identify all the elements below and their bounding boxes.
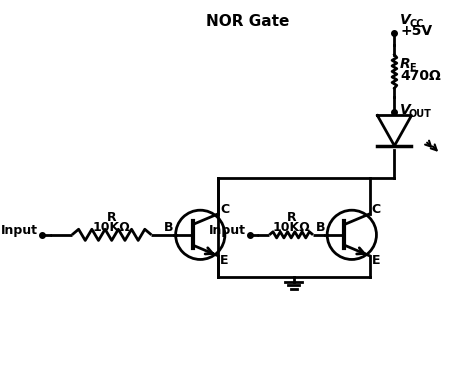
Text: 10KΩ: 10KΩ — [93, 221, 130, 234]
Text: B: B — [164, 221, 174, 234]
Text: 470Ω: 470Ω — [400, 69, 441, 83]
Text: 10KΩ: 10KΩ — [273, 221, 310, 234]
Text: NOR Gate: NOR Gate — [206, 14, 289, 29]
Text: R: R — [107, 211, 117, 224]
Text: E: E — [372, 254, 380, 267]
Text: R: R — [400, 57, 411, 71]
Text: Input: Input — [1, 223, 38, 237]
Text: E: E — [409, 63, 415, 73]
Text: OUT: OUT — [409, 109, 431, 119]
Text: V: V — [400, 103, 411, 117]
Text: V: V — [400, 13, 411, 27]
Text: Input: Input — [209, 223, 246, 237]
Text: E: E — [220, 254, 228, 267]
Text: B: B — [316, 221, 325, 234]
Text: C: C — [220, 203, 229, 216]
Text: R: R — [286, 211, 296, 224]
Text: CC: CC — [410, 18, 424, 29]
Text: +5V: +5V — [400, 24, 432, 38]
Text: C: C — [372, 203, 381, 216]
